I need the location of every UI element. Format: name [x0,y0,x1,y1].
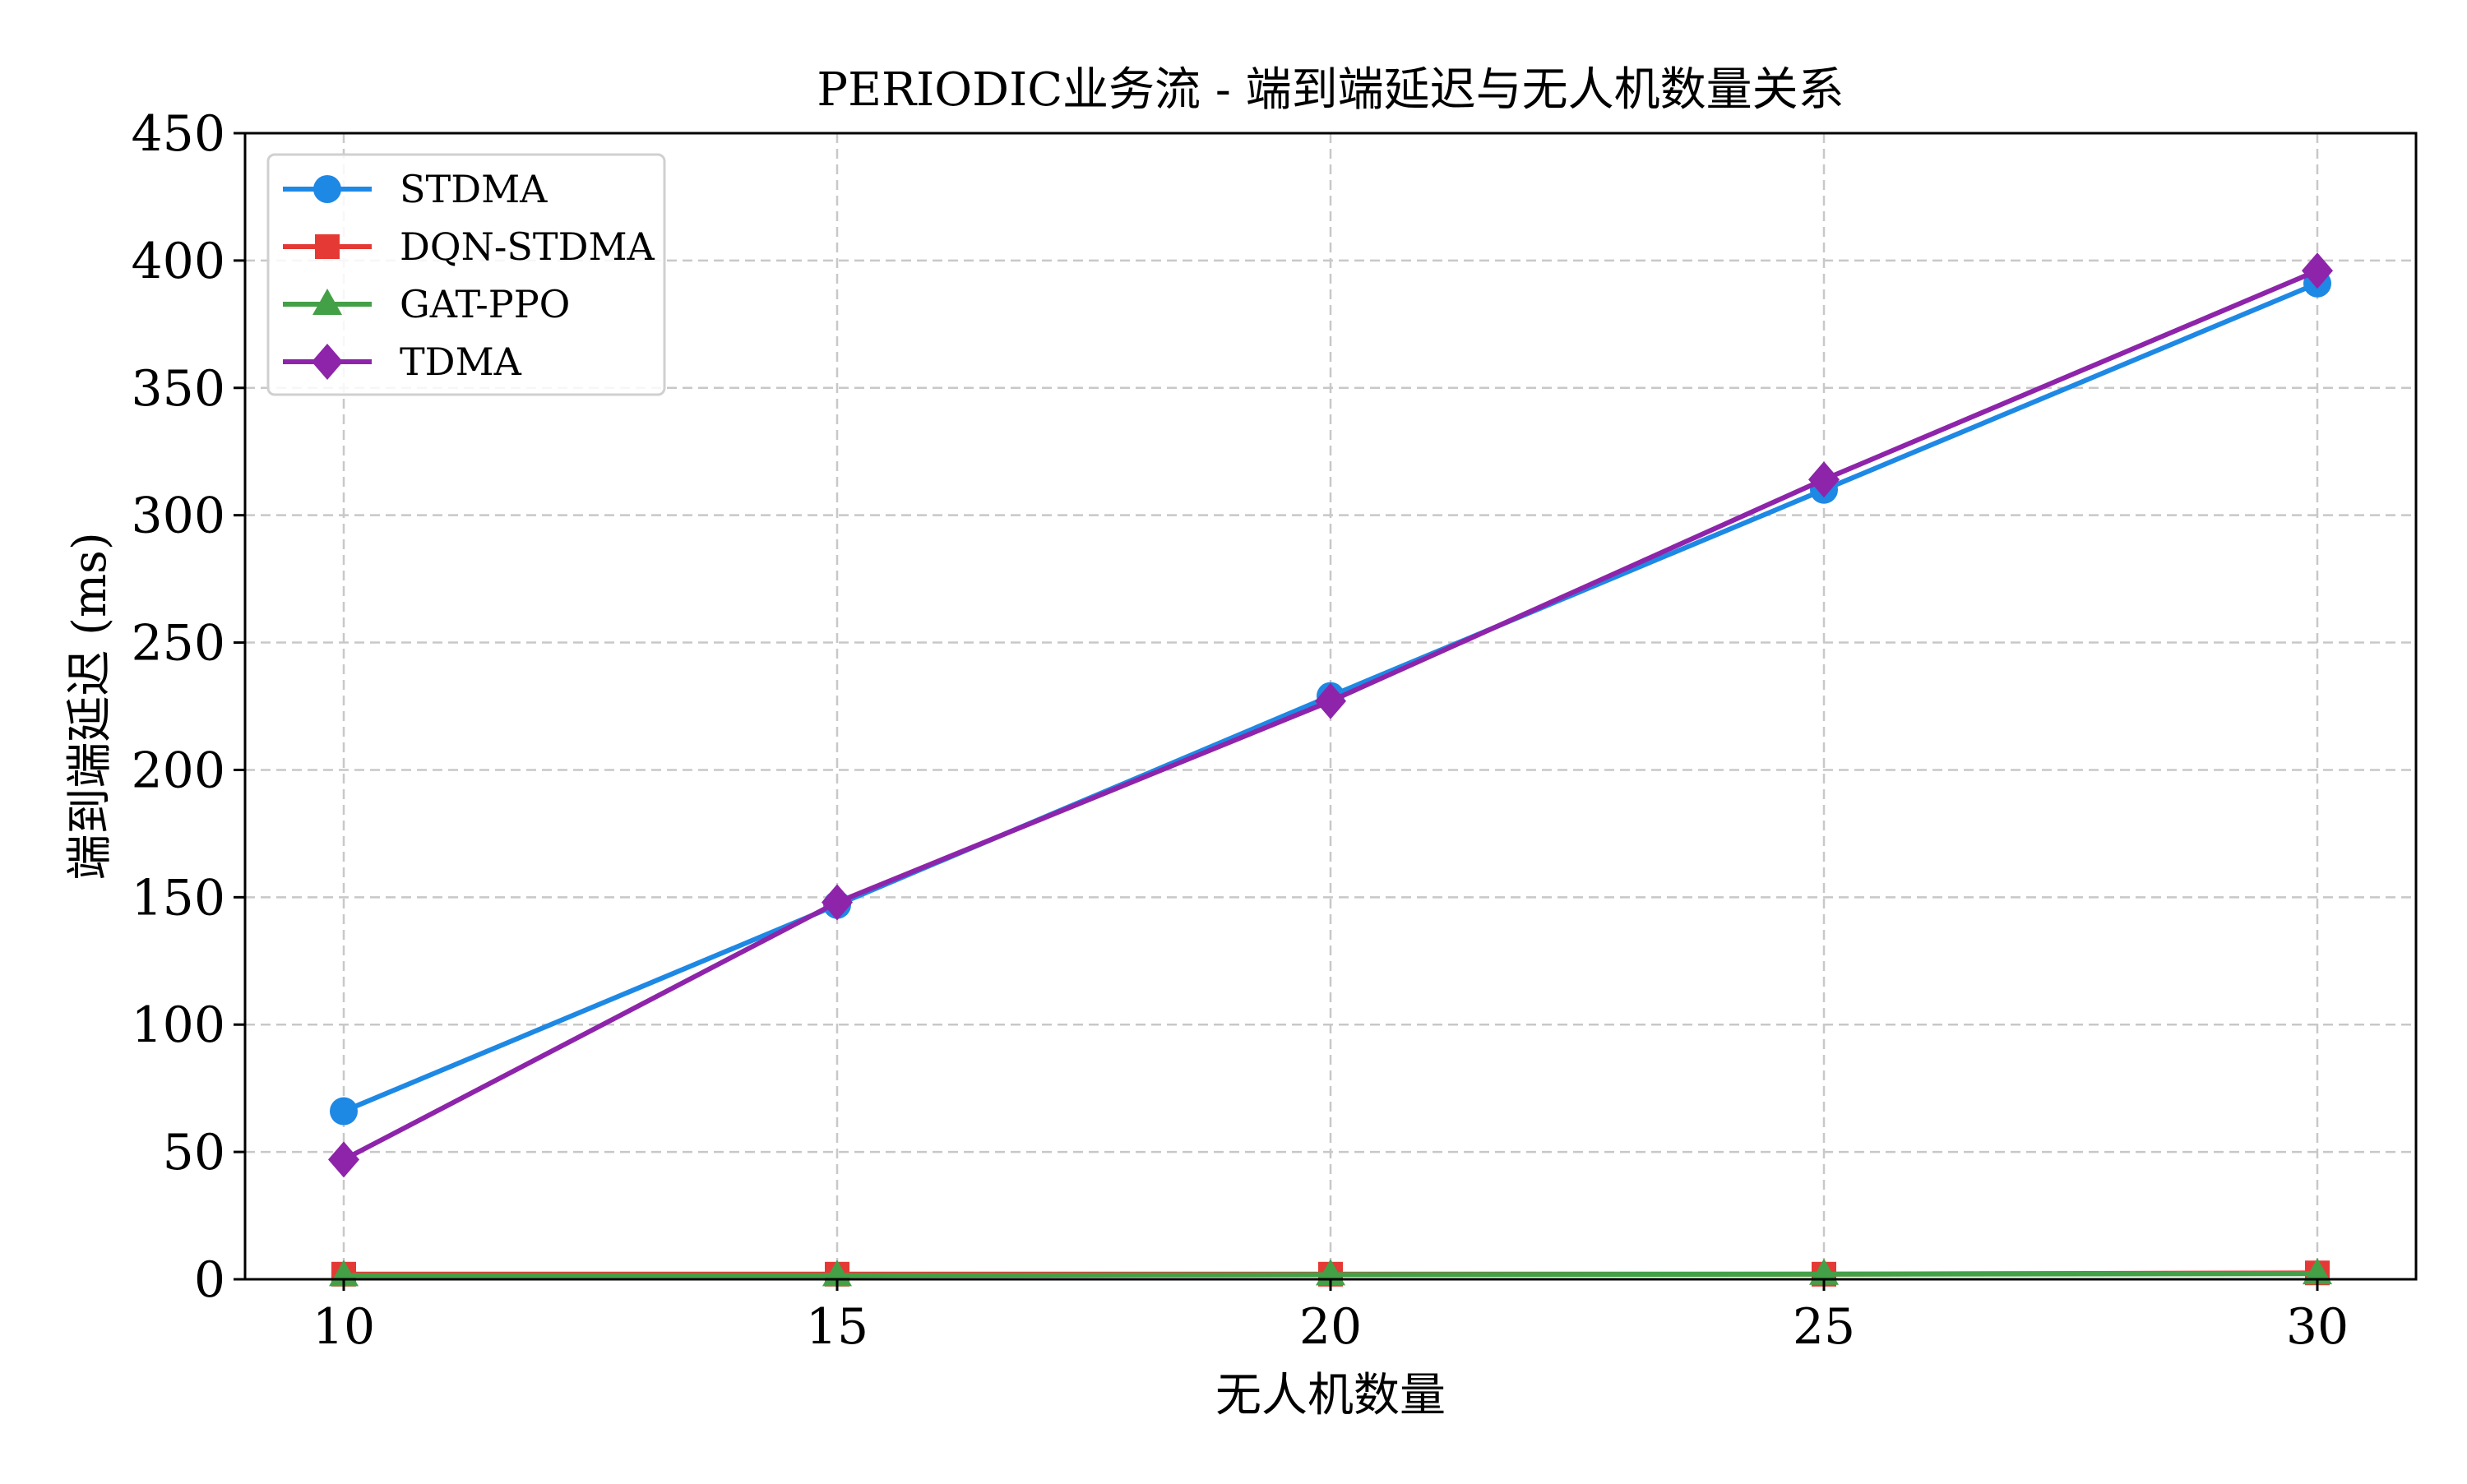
y-tick-label: 100 [131,996,225,1054]
legend-label: GAT-PPO [400,282,570,326]
series-tdma [328,252,2333,1178]
legend-label: DQN-STDMA [400,224,655,269]
y-tick-label: 450 [131,105,225,163]
legend-box [266,153,666,396]
y-tick-label: 400 [131,233,225,290]
legend-marker [315,234,340,259]
y-tick-label: 250 [131,615,225,673]
x-tick-label: 20 [1299,1298,1362,1356]
data-point [1315,682,1346,719]
legend-marker [312,344,343,380]
data-point [330,1097,358,1126]
chart-title: PERIODIC业务流 - 端到端延迟与无人机数量关系 [817,63,1844,117]
data-point [2302,252,2333,289]
x-tick-label: 10 [312,1298,375,1356]
y-tick-label: 300 [131,488,225,545]
y-tick-label: 350 [131,360,225,418]
y-tick-label: 200 [131,742,225,799]
x-tick-label: 25 [1793,1298,1855,1356]
x-tick-label: 30 [2286,1298,2349,1356]
data-point [1808,461,1840,498]
y-axis-label: 端到端延迟 (ms) [63,532,117,880]
legend-item: GAT-PPO [283,282,570,326]
y-tick-label: 50 [163,1124,225,1181]
data-point [2303,1258,2332,1285]
legend-item: TDMA [283,340,522,384]
y-tick-label: 150 [131,869,225,927]
legend-item: DQN-STDMA [283,224,655,269]
y-tick-label: 0 [194,1251,225,1309]
data-point [328,1141,359,1178]
legend: STDMA DQN-STDMA GAT-PPO TDMA [266,153,666,396]
legend-item: STDMA [283,167,548,211]
x-tick-label: 15 [806,1298,868,1356]
legend-label: TDMA [400,340,522,384]
legend-label: STDMA [400,167,548,211]
x-axis-label: 无人机数量 [1215,1369,1446,1422]
data-point [822,884,853,921]
legend-marker [312,289,342,315]
legend-marker [313,175,341,203]
